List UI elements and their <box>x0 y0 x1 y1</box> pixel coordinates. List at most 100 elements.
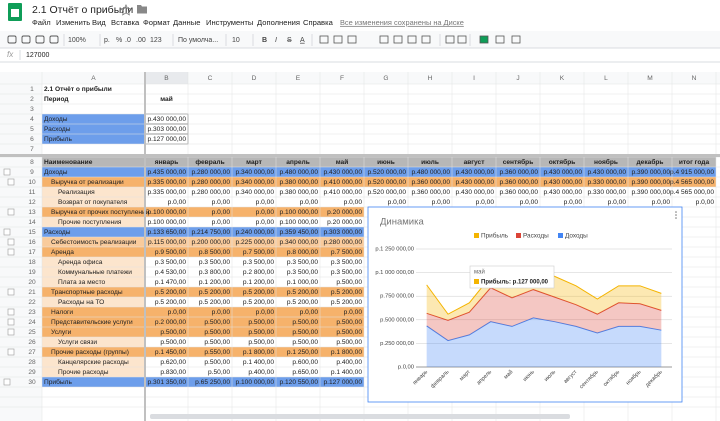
group-toggle[interactable] <box>7 308 15 316</box>
label-cell-fill <box>42 257 145 267</box>
group-toggle[interactable] <box>7 248 15 256</box>
cell-text: р.5 200,00 <box>287 289 318 296</box>
toolbar-item[interactable]: .00 <box>136 37 146 44</box>
rotate-icon[interactable] <box>421 35 431 44</box>
cell-text: р.520 000,00 <box>367 179 406 186</box>
cell-text: р.127 000,00 <box>147 136 186 143</box>
cell-text: 2.1 Отчёт о прибыли <box>44 85 112 93</box>
cell-text: р.359 450,00 <box>279 229 318 236</box>
cell-text: р.340 000,00 <box>279 239 318 246</box>
filter-icon[interactable] <box>479 35 489 44</box>
star-icon[interactable] <box>119 4 133 16</box>
row-number: 8 <box>30 159 34 166</box>
cell-text: р.100 000,00 <box>147 219 186 226</box>
column-header-bg <box>0 72 720 84</box>
group-toggle[interactable] <box>7 178 15 186</box>
cell-text: р.100 000,00 <box>279 209 318 216</box>
link-icon[interactable] <box>445 35 455 44</box>
row-number: 25 <box>28 329 36 336</box>
group-toggle[interactable] <box>3 228 11 236</box>
menu-item[interactable]: Формат <box>143 18 170 27</box>
cell-text: р.0,00 <box>256 209 275 216</box>
toolbar-item[interactable]: 123 <box>150 37 162 44</box>
toolbar-item[interactable]: .0 <box>125 37 131 44</box>
merge-icon[interactable] <box>347 35 357 44</box>
comment-icon[interactable] <box>457 35 467 44</box>
cell-text: Аренда <box>51 249 74 256</box>
chart-menu-dot[interactable] <box>675 217 677 219</box>
formula-value[interactable]: 127000 <box>26 52 49 59</box>
value-cells-fill <box>145 377 364 387</box>
toolbar-item[interactable]: A <box>300 37 305 44</box>
label-cell-fill <box>42 217 145 227</box>
menu-item[interactable]: Вставка <box>111 18 140 27</box>
cell-text: р.360 000,00 <box>411 179 450 186</box>
toolbar-item[interactable]: % <box>116 37 122 44</box>
embedded-chart[interactable]: Динамика Прибыль Расходы Доходы р.0,00 р.250 … <box>367 206 683 403</box>
redo-icon[interactable] <box>21 35 31 44</box>
toolbar-item[interactable]: По умолча... <box>178 37 218 44</box>
cell-text: март <box>246 159 262 166</box>
undo-icon[interactable] <box>7 35 17 44</box>
column-letter: I <box>473 75 475 82</box>
valign-icon[interactable] <box>393 35 403 44</box>
label-cell-fill <box>42 377 145 387</box>
toolbar-item[interactable]: S <box>287 37 292 44</box>
toolbar-item[interactable]: р. <box>104 37 110 44</box>
menu-item[interactable]: Инструменты <box>206 18 253 27</box>
menu-item[interactable]: Вид <box>92 18 106 27</box>
group-toggle[interactable] <box>7 348 15 356</box>
value-cells-fill <box>145 207 364 217</box>
label-cell-fill <box>42 337 145 347</box>
group-toggle[interactable] <box>7 208 15 216</box>
row-number: 12 <box>28 199 36 206</box>
column-letter: E <box>296 75 301 82</box>
folder-icon[interactable] <box>137 5 147 14</box>
row-number: 24 <box>28 319 36 326</box>
row-number: 21 <box>28 289 36 296</box>
doc-title[interactable]: 2.1 Отчёт о прибыли <box>32 4 133 16</box>
cell-text: р.650,00 <box>292 369 318 376</box>
tooltip-text: Прибыль: р.127 000,00 <box>481 279 549 286</box>
align-icon[interactable] <box>379 35 389 44</box>
group-toggle[interactable] <box>7 288 15 296</box>
cell-text: р.3 500,00 <box>287 269 318 276</box>
value-cells-fill <box>145 227 364 237</box>
cell-text: р.65 250,00 <box>195 379 230 386</box>
paint-format-icon[interactable] <box>49 35 59 44</box>
group-toggle[interactable] <box>3 168 11 176</box>
cell-text: р.500,00 <box>248 339 274 346</box>
group-toggle[interactable] <box>7 318 15 326</box>
cell-text: май <box>160 95 173 103</box>
column-letter: C <box>208 75 213 82</box>
cell-text: сентябрь <box>503 158 534 166</box>
cell-text: р.5 200,00 <box>243 299 274 306</box>
menu-item[interactable]: Справка <box>303 18 334 27</box>
scrollbar[interactable] <box>150 414 570 419</box>
menu-item[interactable]: Изменить <box>56 18 90 27</box>
group-toggle[interactable] <box>7 328 15 336</box>
print-icon[interactable] <box>35 35 45 44</box>
menu-item[interactable]: Данные <box>173 18 200 27</box>
label-cell-fill <box>42 114 145 124</box>
group-toggle[interactable] <box>7 238 15 246</box>
cell-text: Прочие расходы <box>58 369 109 376</box>
menu-item[interactable]: Дополнения <box>257 18 300 27</box>
chart-menu-dot[interactable] <box>675 211 677 213</box>
wrap-icon[interactable] <box>407 35 417 44</box>
chart-menu-dot[interactable] <box>675 214 677 216</box>
group-toggle[interactable] <box>3 378 11 386</box>
menu-item[interactable]: Файл <box>32 18 51 27</box>
toolbar-item[interactable]: 100% <box>68 37 86 44</box>
toolbar-item[interactable]: B <box>262 37 267 44</box>
toolbar-item[interactable]: 10 <box>232 37 240 44</box>
input-tools-icon[interactable] <box>511 35 521 44</box>
fill-color-icon[interactable] <box>319 35 329 44</box>
value-cells-fill <box>145 327 364 337</box>
legend-label: Расходы <box>523 233 549 240</box>
borders-icon[interactable] <box>333 35 343 44</box>
label-cell-fill <box>42 267 145 277</box>
label-cell-fill <box>42 327 145 337</box>
toolbar-item[interactable]: I <box>275 37 277 44</box>
functions-icon[interactable] <box>495 35 505 44</box>
